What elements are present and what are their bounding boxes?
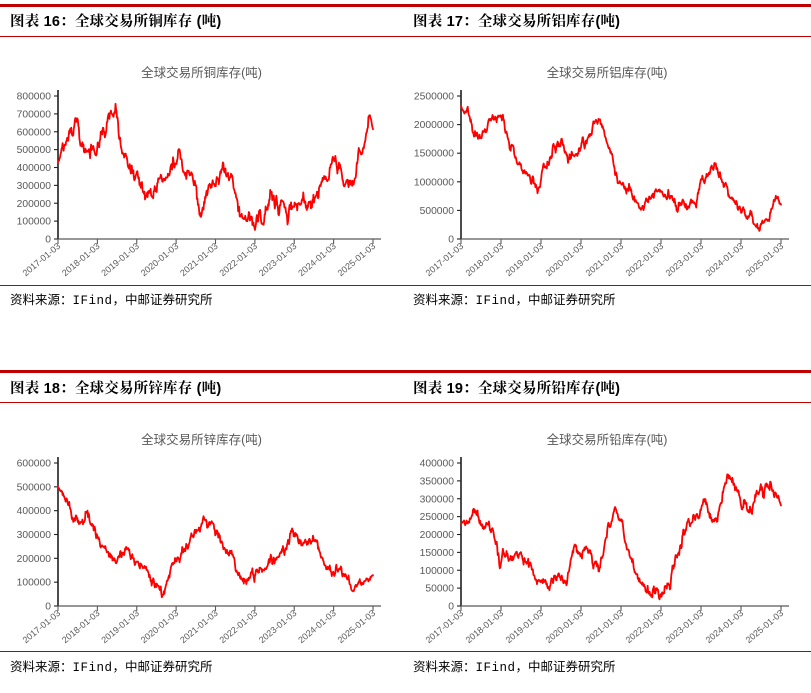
svg-text:600000: 600000	[17, 459, 52, 470]
svg-text:2022-01-03: 2022-01-03	[217, 241, 259, 278]
svg-text:100000: 100000	[17, 217, 52, 228]
svg-text:2022-01-03: 2022-01-03	[217, 608, 259, 645]
svg-text:150000: 150000	[420, 548, 455, 559]
svg-text:2017-01-03: 2017-01-03	[424, 241, 466, 278]
svg-text:0: 0	[448, 602, 454, 613]
svg-text:2025-01-03: 2025-01-03	[744, 241, 786, 278]
svg-text:2019-01-03: 2019-01-03	[504, 241, 546, 278]
svg-text:2023-01-03: 2023-01-03	[664, 241, 706, 278]
svg-text:200000: 200000	[420, 530, 455, 541]
svg-text:250000: 250000	[420, 512, 455, 523]
svg-text:2023-01-03: 2023-01-03	[257, 241, 299, 278]
svg-text:2024-01-03: 2024-01-03	[296, 608, 338, 645]
svg-text:0: 0	[448, 235, 454, 246]
svg-text:2021-01-03: 2021-01-03	[178, 241, 220, 278]
svg-text:2018-01-03: 2018-01-03	[464, 241, 506, 278]
svg-text:2020-01-03: 2020-01-03	[544, 608, 586, 645]
svg-text:400000: 400000	[17, 506, 52, 517]
svg-text:600000: 600000	[17, 127, 52, 138]
svg-text:2022-01-03: 2022-01-03	[624, 608, 666, 645]
svg-text:2018-01-03: 2018-01-03	[60, 241, 102, 278]
svg-text:300000: 300000	[17, 181, 52, 192]
svg-text:2017-01-03: 2017-01-03	[21, 608, 63, 645]
svg-text:2020-01-03: 2020-01-03	[544, 241, 586, 278]
svg-text:2018-01-03: 2018-01-03	[60, 608, 102, 645]
svg-text:300000: 300000	[420, 494, 455, 505]
svg-text:2025-01-03: 2025-01-03	[336, 241, 378, 278]
svg-text:2022-01-03: 2022-01-03	[624, 241, 666, 278]
svg-text:2024-01-03: 2024-01-03	[296, 241, 338, 278]
svg-text:500000: 500000	[17, 482, 52, 493]
svg-text:2023-01-03: 2023-01-03	[257, 608, 299, 645]
svg-text:350000: 350000	[420, 476, 455, 487]
svg-text:2020-01-03: 2020-01-03	[139, 241, 181, 278]
svg-text:500000: 500000	[420, 206, 455, 217]
svg-text:1500000: 1500000	[414, 149, 454, 160]
svg-text:2024-01-03: 2024-01-03	[704, 241, 746, 278]
svg-text:2019-01-03: 2019-01-03	[99, 241, 141, 278]
svg-text:500000: 500000	[17, 145, 52, 156]
svg-text:2018-01-03: 2018-01-03	[464, 608, 506, 645]
svg-text:2021-01-03: 2021-01-03	[584, 241, 626, 278]
svg-text:2024-01-03: 2024-01-03	[704, 608, 746, 645]
svg-text:300000: 300000	[17, 530, 52, 541]
svg-text:50000: 50000	[425, 584, 454, 595]
svg-text:2000000: 2000000	[414, 120, 454, 131]
svg-text:100000: 100000	[420, 566, 455, 577]
svg-text:2023-01-03: 2023-01-03	[664, 608, 706, 645]
svg-text:200000: 200000	[17, 199, 52, 210]
svg-text:2025-01-03: 2025-01-03	[336, 608, 378, 645]
svg-text:800000: 800000	[17, 92, 52, 103]
svg-text:2025-01-03: 2025-01-03	[744, 608, 786, 645]
svg-text:2019-01-03: 2019-01-03	[99, 608, 141, 645]
svg-text:200000: 200000	[17, 554, 52, 565]
svg-text:2021-01-03: 2021-01-03	[178, 608, 220, 645]
svg-text:2020-01-03: 2020-01-03	[139, 608, 181, 645]
svg-text:100000: 100000	[17, 578, 52, 589]
svg-text:400000: 400000	[420, 459, 455, 470]
svg-text:700000: 700000	[17, 109, 52, 120]
svg-text:2019-01-03: 2019-01-03	[504, 608, 546, 645]
svg-text:1000000: 1000000	[414, 177, 454, 188]
svg-text:0: 0	[45, 602, 51, 613]
svg-text:2021-01-03: 2021-01-03	[584, 608, 626, 645]
svg-text:2017-01-03: 2017-01-03	[424, 608, 466, 645]
svg-text:2017-01-03: 2017-01-03	[21, 241, 63, 278]
svg-text:0: 0	[45, 235, 51, 246]
svg-text:2500000: 2500000	[414, 92, 454, 103]
svg-text:400000: 400000	[17, 163, 52, 174]
